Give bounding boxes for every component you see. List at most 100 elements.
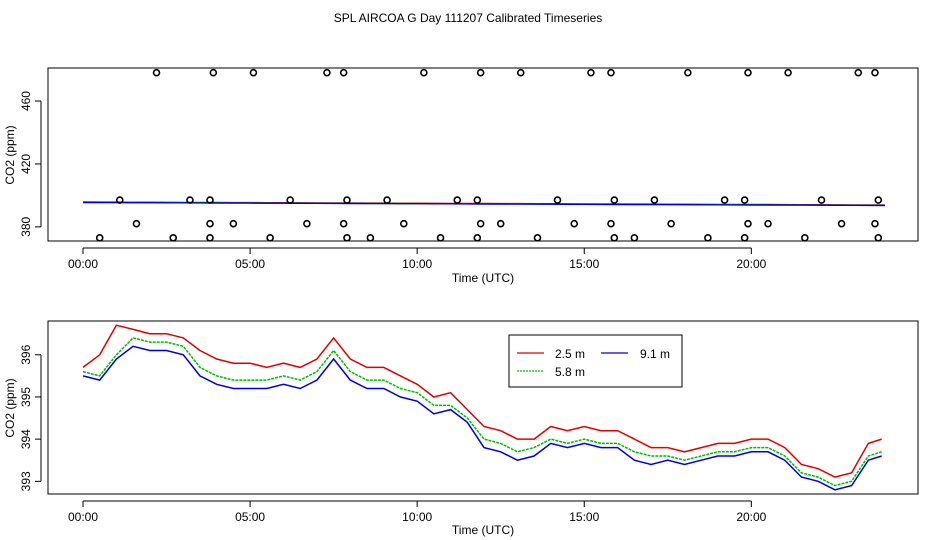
scatter-point [764,219,772,228]
scatter-point [871,219,879,228]
bottom-x-tick-label: 10:00 [402,510,432,524]
scatter-point [744,219,752,228]
scatter-point [784,68,792,77]
scatter-point [533,234,542,242]
bottom-y-tick-label: 396 [19,344,33,364]
scatter-point [684,68,692,77]
bottom-x-tick-label: 15:00 [569,510,599,524]
scatter-point [115,196,124,204]
scatter-point [339,219,348,228]
top-x-axis: 00:00 05:00 10:00 15:00 20:00 [68,247,767,271]
top-x-label: Time (UTC) [452,271,514,285]
scatter-point [206,196,214,204]
scatter-point [436,234,445,242]
scatter-point [496,219,505,228]
scatter-point [473,196,482,204]
scatter-point [152,68,161,77]
legend-label-2-5m: 2.5 m [555,347,585,361]
scatter-point [837,219,846,228]
top-y-axis: 380 420 460 [19,91,42,237]
legend-label-9-1m: 9.1 m [640,347,670,361]
scatter-point [343,196,351,204]
scatter-point [323,68,331,77]
scatter-point [343,234,351,242]
top-x-tick-label: 05:00 [235,257,265,271]
top-series-lines [82,201,886,207]
bottom-series-lines [82,324,882,491]
scatter-point [186,196,194,204]
series-line-2-5-m [82,324,882,478]
bottom-x-tick-label: 00:00 [68,510,98,524]
top-panel: 00:00 05:00 10:00 15:00 20:00 380 420 460 Time… [3,67,919,285]
scatter-point [570,219,579,228]
scatter-point [740,196,749,204]
scatter-point [704,234,712,242]
top-y-tick-label: 460 [19,91,33,111]
scatter-point [476,68,485,77]
scatter-point [286,196,294,204]
top-x-tick-label: 10:00 [402,257,432,271]
scatter-point [132,219,141,228]
scatter-point [587,68,595,77]
scatter-point [800,234,809,242]
scatter-point [874,234,883,242]
scatter-point [630,234,639,242]
scatter-point [476,219,485,228]
scatter-point [383,196,391,204]
top-y-tick-label: 380 [19,217,33,237]
scatter-point [740,234,749,242]
top-y-tick-label: 420 [19,154,33,174]
scatter-point [266,234,274,242]
scatter-point [817,196,826,204]
bottom-y-axis: 393 394 395 396 [19,344,42,491]
bottom-x-tick-label: 20:00 [736,510,766,524]
scatter-point [206,219,214,228]
bottom-y-tick-label: 395 [19,387,33,407]
top-x-tick-label: 00:00 [68,257,98,271]
scatter-point [871,68,879,77]
scatter-point [607,68,615,77]
scatter-point [874,196,883,204]
scatter-point [610,234,619,242]
scatter-point [206,234,214,242]
scatter-point [607,219,615,228]
scatter-point [169,234,178,242]
scatter-point [650,196,659,204]
bottom-y-tick-label: 393 [19,471,33,491]
legend-box [508,334,683,388]
scatter-point [667,219,675,228]
bottom-panel: 00:00 05:00 10:00 15:00 20:00 393 394 395 396 T… [3,320,919,537]
top-x-tick-label: 15:00 [569,257,599,271]
scatter-point [453,196,462,204]
scatter-point [420,68,428,77]
scatter-point [720,196,729,204]
scatter-point [366,234,375,242]
scatter-point [249,68,258,77]
top-y-label: CO2 (ppm) [3,125,17,184]
scatter-point [399,219,408,228]
scatter-point [516,68,525,77]
scatter-point [473,234,482,242]
bottom-x-axis: 00:00 05:00 10:00 15:00 20:00 [68,500,767,524]
legend-label-5-8m: 5.8 m [555,365,585,379]
bottom-y-tick-label: 394 [19,429,33,449]
scatter-point [209,68,218,77]
bottom-x-label: Time (UTC) [452,523,514,537]
scatter-point [610,196,619,204]
bottom-x-tick-label: 05:00 [235,510,265,524]
top-x-tick-label: 20:00 [736,257,766,271]
bottom-y-label: CO2 (ppm) [3,378,17,437]
top-scatter-points [95,68,883,242]
scatter-point [854,68,863,77]
scatter-point [95,234,104,242]
series-line-9-1-m [82,345,882,491]
series-line-5-8-m [82,337,882,487]
top-plot-frame [47,67,919,242]
scatter-point [303,219,311,228]
bottom-plot-frame [47,320,919,495]
scatter-point [339,68,348,77]
scatter-point [744,68,752,77]
scatter-point [229,219,238,228]
top-series-line [83,201,886,207]
